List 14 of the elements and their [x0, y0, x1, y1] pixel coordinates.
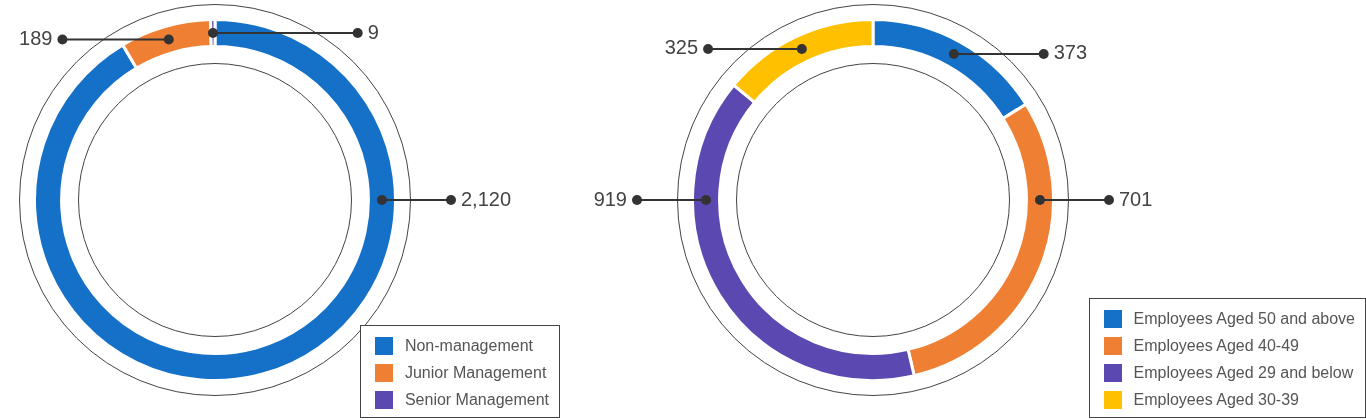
- data-label: 919: [593, 187, 627, 210]
- data-label: 373: [1053, 41, 1088, 64]
- legend-label: Junior Management: [404, 363, 547, 382]
- legend-label: Employees Aged 30-39: [1133, 390, 1299, 409]
- legend-label: Employees Aged 50 and above: [1133, 309, 1355, 328]
- legend-label: Senior Management: [404, 390, 549, 409]
- data-label: 325: [664, 36, 699, 59]
- data-label: 701: [1119, 187, 1153, 210]
- data-label: 189: [19, 27, 53, 50]
- legend-label: Non-management: [404, 336, 533, 355]
- legend-label: Employees Aged 40-49: [1133, 336, 1299, 355]
- legend-label: Employees Aged 29 and below: [1133, 363, 1354, 382]
- data-label: 2,120: [461, 187, 512, 210]
- data-label: 9: [367, 20, 379, 43]
